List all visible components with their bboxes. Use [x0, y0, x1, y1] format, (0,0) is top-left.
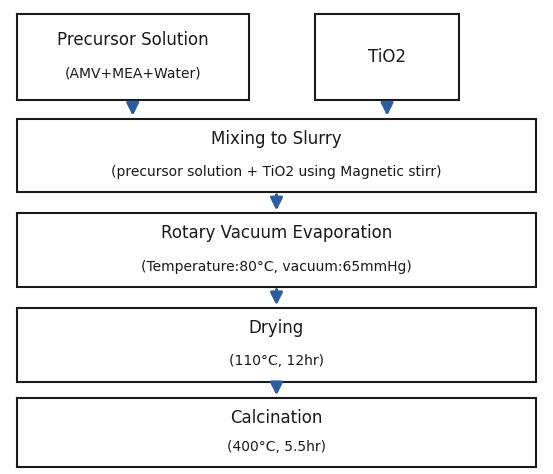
Text: (400°C, 5.5hr): (400°C, 5.5hr)	[227, 440, 326, 454]
Text: Drying: Drying	[249, 319, 304, 337]
Text: Precursor Solution: Precursor Solution	[57, 31, 208, 49]
FancyBboxPatch shape	[17, 398, 536, 467]
Text: Calcination: Calcination	[230, 410, 323, 427]
FancyBboxPatch shape	[17, 118, 536, 192]
FancyBboxPatch shape	[17, 14, 249, 100]
Text: (AMV+MEA+Water): (AMV+MEA+Water)	[64, 66, 201, 81]
FancyBboxPatch shape	[17, 213, 536, 287]
Text: (precursor solution + TiO2 using Magnetic stirr): (precursor solution + TiO2 using Magneti…	[111, 165, 442, 179]
FancyBboxPatch shape	[17, 308, 536, 382]
Text: Mixing to Slurry: Mixing to Slurry	[211, 130, 342, 147]
FancyBboxPatch shape	[315, 14, 459, 100]
Text: Rotary Vacuum Evaporation: Rotary Vacuum Evaporation	[161, 225, 392, 242]
Text: (Temperature:80°C, vacuum:65mmHg): (Temperature:80°C, vacuum:65mmHg)	[141, 260, 412, 273]
Text: (110°C, 12hr): (110°C, 12hr)	[229, 355, 324, 368]
Text: TiO2: TiO2	[368, 48, 406, 66]
